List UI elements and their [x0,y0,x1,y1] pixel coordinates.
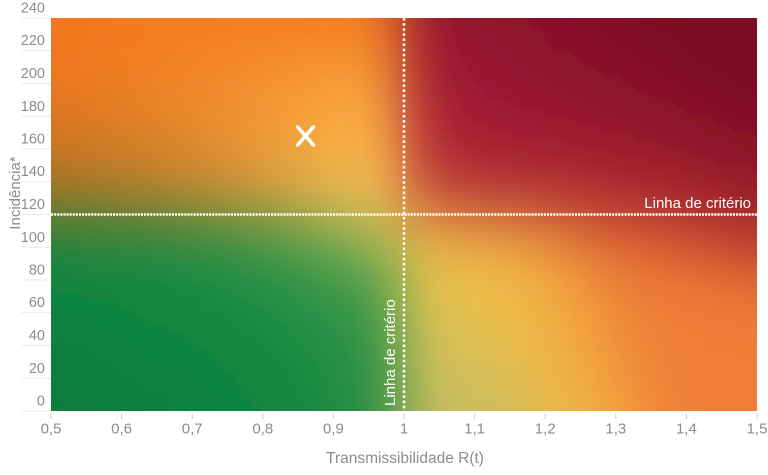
svg-text:20: 20 [29,361,45,377]
svg-text:220: 220 [21,33,45,49]
svg-text:Incidência*: Incidência* [7,156,24,230]
svg-text:1,4: 1,4 [676,421,697,438]
svg-text:0,6: 0,6 [111,421,132,438]
svg-text:1: 1 [400,421,408,438]
svg-text:40: 40 [29,328,45,344]
svg-text:0,5: 0,5 [41,421,62,438]
svg-text:100: 100 [21,230,45,246]
svg-text:120: 120 [21,197,45,213]
svg-text:1,1: 1,1 [464,421,485,438]
svg-text:240: 240 [21,1,45,17]
svg-text:0,7: 0,7 [182,421,203,438]
svg-text:1,3: 1,3 [605,421,626,438]
svg-text:0,8: 0,8 [252,421,273,438]
svg-text:Linha de critério: Linha de critério [382,299,399,406]
svg-text:0,9: 0,9 [323,421,344,438]
svg-text:140: 140 [21,164,45,180]
svg-text:60: 60 [29,295,45,311]
svg-text:180: 180 [21,99,45,115]
svg-text:0: 0 [37,394,45,410]
svg-text:160: 160 [21,132,45,148]
svg-text:Linha de critério: Linha de critério [644,195,751,212]
svg-text:80: 80 [29,263,45,279]
svg-text:Transmissibilidade R(t): Transmissibilidade R(t) [326,450,484,467]
svg-text:200: 200 [21,66,45,82]
svg-text:1,5: 1,5 [747,421,768,438]
svg-text:1,2: 1,2 [535,421,556,438]
